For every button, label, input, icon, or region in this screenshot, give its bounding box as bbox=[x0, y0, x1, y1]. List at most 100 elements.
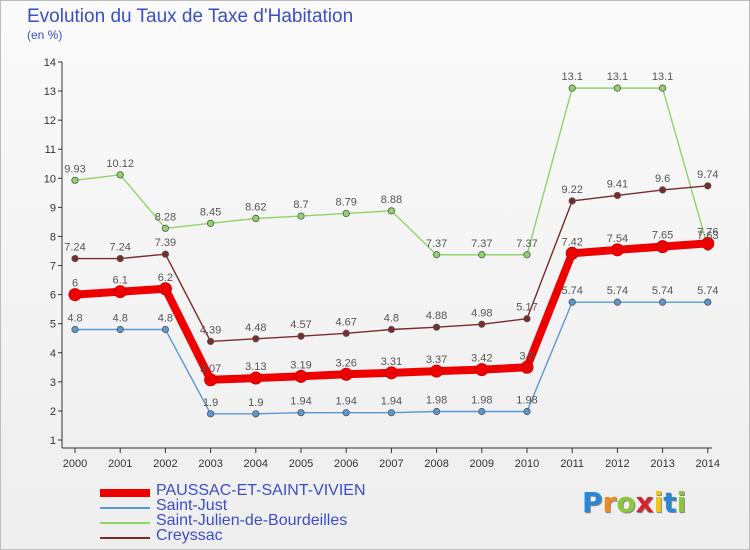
y-tick-label: 12 bbox=[44, 115, 56, 127]
y-tick-label: 1 bbox=[50, 435, 56, 447]
data-point bbox=[656, 240, 670, 254]
data-label: 4.8 bbox=[158, 312, 173, 324]
data-point bbox=[432, 323, 441, 331]
legend-label: Saint-Julien-de-Bourdeilles bbox=[156, 512, 348, 529]
data-label: 9.74 bbox=[697, 169, 718, 181]
data-point bbox=[523, 315, 531, 323]
data-point bbox=[252, 214, 260, 223]
data-label: 9.93 bbox=[64, 163, 85, 175]
data-label: 3.19 bbox=[290, 359, 311, 371]
x-tick-label: 2007 bbox=[379, 458, 403, 470]
data-label: 4.8 bbox=[67, 312, 82, 324]
x-tick-label: 2014 bbox=[696, 458, 720, 470]
data-label: 7.24 bbox=[109, 242, 130, 254]
data-label: 4.67 bbox=[335, 316, 356, 328]
data-label: 10.12 bbox=[106, 158, 134, 170]
x-tick-label: 2013 bbox=[650, 458, 674, 470]
legend-swatch bbox=[100, 537, 150, 539]
y-tick-label: 14 bbox=[44, 57, 56, 69]
data-label: 1.98 bbox=[426, 395, 447, 407]
data-point bbox=[704, 298, 712, 306]
y-tick-label: 8 bbox=[50, 231, 56, 243]
legend-label: Saint-Just bbox=[156, 497, 228, 514]
data-point bbox=[161, 325, 169, 334]
data-label: 7.39 bbox=[155, 237, 176, 249]
data-point bbox=[342, 329, 350, 337]
y-tick-label: 13 bbox=[44, 86, 56, 98]
data-point bbox=[252, 335, 260, 343]
data-point bbox=[568, 298, 576, 306]
x-tick-label: 2006 bbox=[334, 458, 358, 470]
data-label: 4.48 bbox=[245, 322, 266, 334]
data-label: 3.07 bbox=[200, 363, 221, 375]
data-label: 4.39 bbox=[200, 324, 221, 336]
data-label: 7.37 bbox=[516, 238, 537, 250]
data-point bbox=[565, 246, 579, 260]
data-point bbox=[387, 207, 395, 215]
data-point bbox=[71, 254, 79, 263]
x-tick-label: 2003 bbox=[198, 458, 222, 470]
data-label: 5.74 bbox=[652, 285, 673, 297]
data-label: 9.6 bbox=[655, 173, 670, 185]
data-label: 13.1 bbox=[607, 71, 628, 83]
data-label: 7.76 bbox=[697, 226, 718, 238]
data-label: 3.42 bbox=[471, 353, 492, 365]
data-label: 1.94 bbox=[335, 396, 356, 408]
y-tick-label: 4 bbox=[50, 348, 56, 360]
data-point bbox=[294, 369, 308, 383]
data-label: 4.98 bbox=[471, 307, 492, 319]
data-label: 5.74 bbox=[607, 285, 628, 297]
data-label: 5.74 bbox=[697, 285, 718, 297]
data-label: 1.98 bbox=[471, 395, 492, 407]
data-label: 7.42 bbox=[561, 236, 582, 248]
data-point bbox=[658, 298, 667, 306]
data-label: 8.45 bbox=[200, 206, 221, 218]
data-label: 6 bbox=[72, 278, 78, 290]
data-label: 7.24 bbox=[64, 242, 85, 254]
data-point bbox=[430, 364, 444, 378]
data-point bbox=[658, 186, 667, 194]
data-label: 1.98 bbox=[516, 395, 537, 407]
logo-letter: P bbox=[582, 486, 603, 519]
logo-letter: x bbox=[635, 486, 654, 519]
y-tick-label: 7 bbox=[50, 261, 56, 273]
data-point bbox=[161, 250, 169, 258]
legend-label: Creyssac bbox=[156, 527, 223, 544]
data-label: 4.8 bbox=[384, 312, 399, 324]
data-label: 6.2 bbox=[158, 272, 173, 284]
y-tick-label: 11 bbox=[45, 144, 56, 156]
data-point bbox=[613, 298, 622, 306]
data-point bbox=[701, 236, 715, 250]
data-point bbox=[297, 332, 305, 340]
data-label: 13.1 bbox=[652, 71, 673, 83]
data-point bbox=[68, 288, 82, 302]
x-tick-label: 2010 bbox=[515, 458, 539, 470]
data-label: 5.17 bbox=[516, 302, 537, 314]
data-label: 7.63 bbox=[697, 230, 718, 242]
proxiti-logo: Proxiti bbox=[582, 486, 686, 519]
data-point bbox=[523, 251, 531, 259]
data-point bbox=[610, 243, 624, 257]
data-point bbox=[613, 191, 622, 200]
data-point bbox=[161, 224, 169, 232]
data-point bbox=[207, 337, 215, 346]
data-label: 7.37 bbox=[426, 238, 447, 250]
data-label: 3.13 bbox=[245, 361, 266, 373]
data-label: 3.5 bbox=[519, 350, 534, 362]
x-tick-label: 2005 bbox=[289, 458, 313, 470]
data-point bbox=[342, 209, 350, 218]
data-point bbox=[478, 320, 486, 328]
data-label: 7.37 bbox=[471, 238, 492, 250]
data-point bbox=[342, 409, 350, 417]
data-point bbox=[432, 251, 441, 259]
data-label: 3.37 bbox=[426, 354, 447, 366]
data-point bbox=[116, 254, 124, 263]
data-point bbox=[71, 176, 79, 184]
data-point bbox=[113, 285, 127, 299]
y-tick-label: 2 bbox=[50, 406, 56, 418]
data-point bbox=[207, 410, 215, 418]
x-tick-label: 2004 bbox=[244, 458, 268, 470]
data-point bbox=[387, 409, 395, 417]
